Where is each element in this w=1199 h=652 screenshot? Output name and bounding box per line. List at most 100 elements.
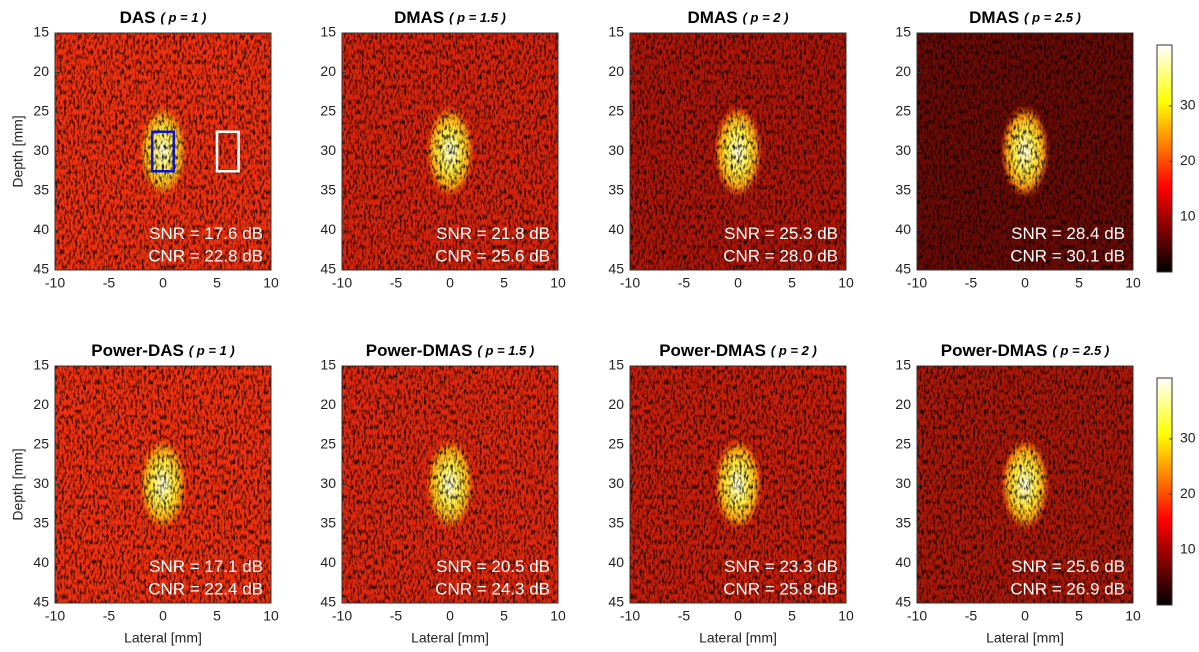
title-suffix: ( p = 2 ) bbox=[743, 10, 789, 25]
x-tick-label: -10 bbox=[332, 608, 352, 624]
y-tick-label: 35 bbox=[608, 515, 624, 531]
y-tick-label: 40 bbox=[33, 221, 49, 237]
x-axis-label: Lateral [mm] bbox=[411, 630, 489, 646]
x-tick-label: -10 bbox=[620, 275, 640, 291]
speckle-noise bbox=[342, 33, 558, 270]
speckle-noise bbox=[917, 33, 1133, 270]
y-tick-label: 25 bbox=[320, 103, 336, 119]
y-tick-label: 25 bbox=[608, 436, 624, 452]
title-suffix: ( p = 1.5 ) bbox=[478, 343, 535, 358]
y-tick-label: 45 bbox=[320, 594, 336, 610]
y-tick-label: 30 bbox=[608, 475, 624, 491]
metric-annotation: CNR = 22.4 dB bbox=[148, 579, 263, 598]
panel-title: DAS ( p = 1 ) bbox=[120, 8, 207, 27]
x-tick-label: 10 bbox=[1125, 275, 1141, 291]
x-tick-label: 0 bbox=[159, 608, 167, 624]
title-main: Power-DAS bbox=[91, 341, 184, 360]
x-axis-label: Lateral [mm] bbox=[124, 630, 202, 646]
colorbar-tick-label: 20 bbox=[1180, 152, 1196, 168]
y-tick-label: 35 bbox=[33, 515, 49, 531]
title-suffix: ( p = 2.5 ) bbox=[1053, 343, 1110, 358]
x-axis-label: Lateral [mm] bbox=[986, 630, 1064, 646]
x-tick-label: 10 bbox=[838, 275, 854, 291]
y-tick-label: 15 bbox=[33, 24, 49, 40]
roi-box bbox=[150, 130, 176, 173]
y-tick-label: 40 bbox=[320, 554, 336, 570]
y-tick-label: 45 bbox=[608, 594, 624, 610]
y-tick-label: 35 bbox=[895, 515, 911, 531]
title-suffix: ( p = 2 ) bbox=[771, 343, 817, 358]
y-tick-label: 45 bbox=[320, 261, 336, 277]
x-tick-label: -5 bbox=[965, 608, 978, 624]
metric-annotation: SNR = 25.6 dB bbox=[1011, 557, 1125, 576]
speckle-noise bbox=[342, 366, 558, 603]
x-tick-label: -10 bbox=[45, 608, 65, 624]
title-main: DMAS bbox=[394, 8, 444, 27]
metric-annotation: SNR = 25.3 dB bbox=[724, 224, 838, 243]
colorbar-tick-label: 20 bbox=[1180, 485, 1196, 501]
panel-title: Power-DMAS ( p = 2 ) bbox=[659, 341, 817, 360]
y-tick-label: 30 bbox=[608, 142, 624, 158]
y-tick-label: 35 bbox=[895, 182, 911, 198]
title-main: DAS bbox=[120, 8, 156, 27]
x-tick-label: 5 bbox=[1075, 608, 1083, 624]
title-main: Power-DMAS bbox=[659, 341, 766, 360]
panel-title: DMAS ( p = 2.5 ) bbox=[969, 8, 1081, 27]
x-tick-label: -5 bbox=[390, 275, 403, 291]
x-tick-label: -5 bbox=[678, 275, 691, 291]
panel-title: DMAS ( p = 1.5 ) bbox=[394, 8, 506, 27]
x-tick-label: -10 bbox=[907, 608, 927, 624]
y-tick-label: 20 bbox=[895, 63, 911, 79]
x-tick-label: -10 bbox=[45, 275, 65, 291]
y-tick-label: 20 bbox=[895, 396, 911, 412]
metric-annotation: CNR = 26.9 dB bbox=[1010, 579, 1125, 598]
x-tick-label: 0 bbox=[734, 275, 742, 291]
title-main: Power-DMAS bbox=[941, 341, 1048, 360]
speckle-noise bbox=[55, 366, 271, 603]
speckle-noise bbox=[630, 366, 846, 603]
y-tick-label: 35 bbox=[608, 182, 624, 198]
y-tick-label: 45 bbox=[608, 261, 624, 277]
x-tick-label: 5 bbox=[500, 608, 508, 624]
y-tick-label: 15 bbox=[895, 24, 911, 40]
x-tick-label: -5 bbox=[678, 608, 691, 624]
y-axis-label: Depth [mm] bbox=[10, 448, 26, 520]
y-tick-label: 40 bbox=[320, 221, 336, 237]
panel-title: DMAS ( p = 2 ) bbox=[688, 8, 789, 27]
metric-annotation: SNR = 28.4 dB bbox=[1011, 224, 1125, 243]
x-tick-label: -5 bbox=[965, 275, 978, 291]
x-tick-label: 5 bbox=[788, 275, 796, 291]
title-main: Power-DMAS bbox=[366, 341, 473, 360]
y-tick-label: 40 bbox=[608, 554, 624, 570]
colorbar-tick-label: 10 bbox=[1180, 540, 1196, 556]
x-tick-label: 10 bbox=[550, 608, 566, 624]
title-suffix: ( p = 2.5 ) bbox=[1024, 10, 1081, 25]
metric-annotation: CNR = 28.0 dB bbox=[723, 246, 838, 265]
x-tick-label: 5 bbox=[213, 608, 221, 624]
y-tick-label: 30 bbox=[895, 142, 911, 158]
y-tick-label: 15 bbox=[608, 357, 624, 373]
colorbar bbox=[1156, 44, 1173, 273]
colorbar-tick-label: 30 bbox=[1180, 97, 1196, 113]
x-tick-label: 10 bbox=[263, 275, 279, 291]
x-tick-label: 10 bbox=[263, 608, 279, 624]
y-tick-label: 15 bbox=[33, 357, 49, 373]
metric-annotation: SNR = 20.5 dB bbox=[436, 557, 550, 576]
y-tick-label: 20 bbox=[33, 396, 49, 412]
metric-annotation: CNR = 24.3 dB bbox=[435, 579, 550, 598]
y-tick-label: 45 bbox=[33, 261, 49, 277]
x-tick-label: 5 bbox=[788, 608, 796, 624]
x-tick-label: -5 bbox=[390, 608, 403, 624]
title-suffix: ( p = 1.5 ) bbox=[449, 10, 506, 25]
panel-title: Power-DMAS ( p = 2.5 ) bbox=[941, 341, 1109, 360]
y-tick-label: 15 bbox=[608, 24, 624, 40]
x-tick-label: 10 bbox=[1125, 608, 1141, 624]
y-tick-label: 15 bbox=[895, 357, 911, 373]
y-tick-label: 15 bbox=[320, 24, 336, 40]
x-tick-label: 5 bbox=[500, 275, 508, 291]
y-tick-label: 35 bbox=[33, 182, 49, 198]
x-tick-label: 10 bbox=[550, 275, 566, 291]
y-tick-label: 25 bbox=[33, 103, 49, 119]
y-tick-label: 40 bbox=[895, 221, 911, 237]
